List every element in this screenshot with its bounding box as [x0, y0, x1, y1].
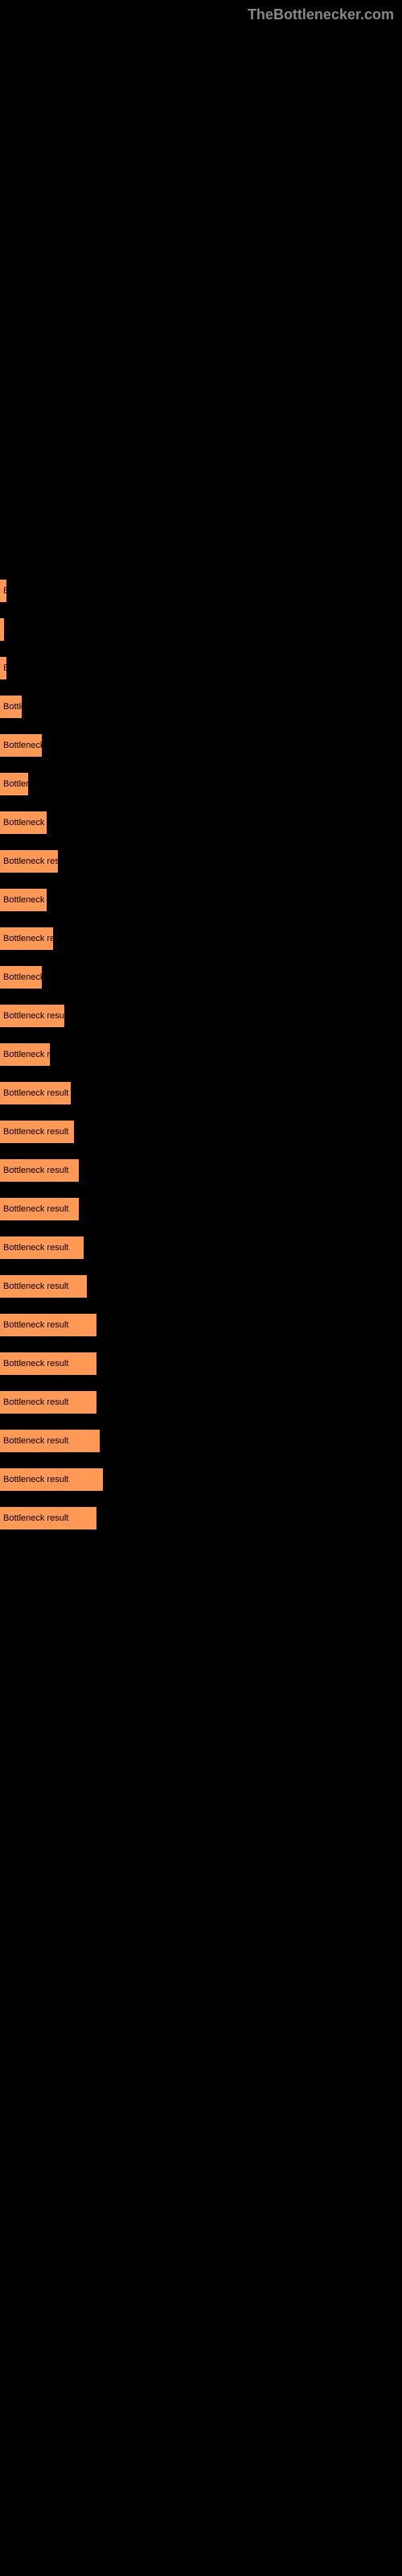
bar-row: Bottle — [0, 696, 402, 718]
bar-value-text: Bottleneck result — [3, 1397, 68, 1407]
bar-value-text: Bottleneck result — [3, 1436, 68, 1446]
chart-bar: B — [0, 580, 6, 602]
bar-row: B — [0, 580, 402, 602]
bar-value-text: Bottleneck — [3, 741, 42, 750]
bar-row: Bottleneck r — [0, 811, 402, 834]
bar-value-text: Bottleneck result — [3, 1475, 68, 1484]
bar-value-text: Bottle — [3, 702, 22, 712]
bar-value-text: Bottleneck — [3, 972, 42, 982]
chart-bar: Bottleneck result — [0, 1468, 103, 1491]
bar-row: Bottleneck result — [0, 1314, 402, 1336]
bar-row: Bottlen — [0, 773, 402, 795]
bar-value-text: Bottleneck result — [3, 1204, 68, 1214]
bar-value-text: Bottleneck res — [3, 934, 53, 943]
chart-bar: Bottleneck result — [0, 1121, 74, 1143]
bar-row: Bottleneck re — [0, 1043, 402, 1066]
bar-value-text: Bottleneck result — [3, 1320, 68, 1330]
chart-bar: Bottleneck result — [0, 1507, 96, 1530]
chart-bar: Bottleneck result — [0, 1352, 96, 1375]
chart-bar: Bottleneck res — [0, 927, 53, 950]
bar-row: Bottleneck res — [0, 927, 402, 950]
bar-row: Bottleneck result — [0, 1159, 402, 1182]
bar-value-text: Bottleneck result — [3, 1513, 68, 1523]
bar-value-text: Bottleneck result — [3, 1359, 68, 1368]
bar-row: Bottleneck result — [0, 1236, 402, 1259]
bar-value-text: Bottleneck result — [3, 1282, 68, 1291]
bar-row: Bottleneck result — [0, 1005, 402, 1027]
bar-value-text: Bottleneck re — [3, 1050, 50, 1059]
bar-row: Bottleneck result — [0, 1507, 402, 1530]
bar-row: Bottleneck result — [0, 1391, 402, 1414]
chart-bar: Bottleneck resu — [0, 850, 58, 873]
bar-value-text: Bottleneck r — [3, 818, 47, 828]
chart-bar: Bottleneck result — [0, 1236, 84, 1259]
bar-row: Bottleneck result — [0, 1082, 402, 1104]
bar-row: Bottleneck result — [0, 1121, 402, 1143]
chart-bar — [0, 618, 4, 641]
chart-bar: Bottleneck result — [0, 1430, 100, 1452]
chart-bar: Bottleneck re — [0, 1043, 50, 1066]
bar-row: Bottleneck r — [0, 889, 402, 911]
chart-bar: Bottleneck result — [0, 1005, 64, 1027]
chart-bar: Bottleneck result — [0, 1275, 87, 1298]
chart-bar: Bottleneck result — [0, 1159, 79, 1182]
chart-bar: Bottleneck result — [0, 1391, 96, 1414]
bar-row: Bottleneck result — [0, 1430, 402, 1452]
bar-row — [0, 618, 402, 641]
chart-bar: Bottleneck result — [0, 1082, 71, 1104]
chart-bar: Bottleneck — [0, 966, 42, 989]
bar-chart: B B Bottle Bottleneck Bottlen Bottleneck r Bot… — [0, 0, 402, 1530]
bar-value-text: Bottleneck result — [3, 1243, 68, 1253]
chart-bar: Bottleneck — [0, 734, 42, 757]
bar-row: Bottleneck result — [0, 1468, 402, 1491]
bar-row: Bottleneck result — [0, 1352, 402, 1375]
bar-value-text: B — [3, 586, 6, 596]
bar-row: Bottleneck result — [0, 1198, 402, 1220]
bar-value-text: Bottleneck result — [3, 1088, 68, 1098]
bar-row: Bottleneck result — [0, 1275, 402, 1298]
bar-row: Bottleneck — [0, 734, 402, 757]
chart-bar: Bottleneck r — [0, 889, 47, 911]
bar-value-text: Bottleneck result — [3, 1127, 68, 1137]
chart-bar: Bottleneck r — [0, 811, 47, 834]
bar-value-text: Bottleneck resu — [3, 857, 58, 866]
bar-row: Bottleneck resu — [0, 850, 402, 873]
bar-value-text: B — [3, 663, 6, 673]
chart-bar: Bottlen — [0, 773, 28, 795]
chart-bar: Bottleneck result — [0, 1314, 96, 1336]
bar-value-text: Bottleneck result — [3, 1011, 64, 1021]
chart-bar: B — [0, 657, 6, 679]
chart-bar: Bottleneck result — [0, 1198, 79, 1220]
bar-row: B — [0, 657, 402, 679]
bar-value-text: Bottleneck result — [3, 1166, 68, 1175]
watermark: TheBottlenecker.com — [248, 6, 394, 23]
bar-value-text: Bottleneck r — [3, 895, 47, 905]
bar-row: Bottleneck — [0, 966, 402, 989]
chart-bar: Bottle — [0, 696, 22, 718]
bar-value-text: Bottlen — [3, 779, 28, 789]
